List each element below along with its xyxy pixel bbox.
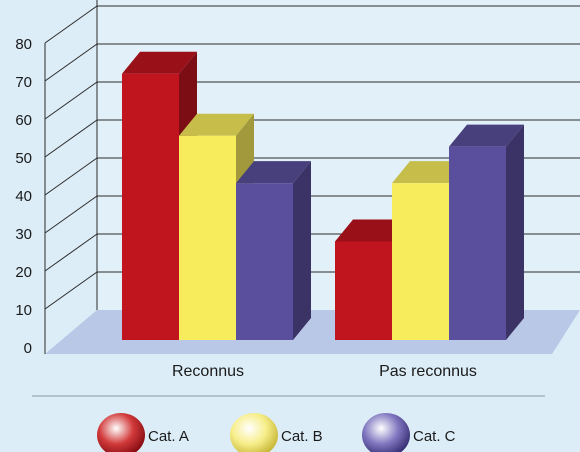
- legend: Cat. A Cat. B Cat. C: [97, 413, 456, 452]
- bar-front: [179, 135, 236, 340]
- y-tick-label: 50: [15, 150, 32, 167]
- bar-top: [236, 161, 311, 184]
- gridline: [44, 271, 98, 310]
- gridline: [44, 157, 98, 196]
- legend-item: Cat. A: [97, 413, 189, 452]
- bar: [236, 161, 311, 340]
- bar-top: [392, 161, 467, 184]
- y-tick-label: 70: [15, 74, 32, 91]
- bar-front: [335, 241, 392, 340]
- legend-label: Cat. C: [413, 428, 456, 445]
- legend-item: Cat. C: [362, 413, 456, 452]
- bar-front: [392, 183, 449, 340]
- bar-top: [449, 124, 524, 147]
- gridline: [44, 195, 98, 234]
- gridline: [44, 81, 98, 120]
- gridline: [44, 43, 98, 82]
- bar-front: [236, 183, 293, 340]
- bar-front: [122, 73, 179, 341]
- bar: [449, 124, 524, 340]
- legend-marker: [230, 413, 278, 452]
- y-tick-label: 80: [15, 36, 32, 53]
- y-axis-tick-labels: 0 10 20 30 40 50 60 70 80: [15, 36, 32, 357]
- bar-top: [179, 113, 254, 136]
- gridline: [44, 233, 98, 272]
- y-tick-label: 30: [15, 226, 32, 243]
- legend-marker: [97, 413, 145, 452]
- gridline: [44, 5, 98, 44]
- y-tick-label: 10: [15, 302, 32, 319]
- y-tick-label: 60: [15, 112, 32, 129]
- gridline: [44, 119, 98, 158]
- legend-label: Cat. B: [281, 428, 323, 445]
- bar-top: [335, 219, 410, 242]
- legend-marker: [362, 413, 410, 452]
- x-category-label: Pas reconnus: [379, 363, 477, 380]
- legend-label: Cat. A: [148, 428, 189, 445]
- y-tick-label: 20: [15, 264, 32, 281]
- x-axis-category-labels: Reconnus Pas reconnus: [172, 363, 477, 380]
- bars: [122, 51, 524, 341]
- x-category-label: Reconnus: [172, 363, 244, 380]
- y-tick-label: 40: [15, 188, 32, 205]
- y-tick-label: 0: [24, 340, 32, 357]
- bar-front: [449, 146, 506, 340]
- legend-item: Cat. B: [230, 413, 323, 452]
- bar-top: [122, 51, 197, 74]
- bar-side: [506, 124, 524, 340]
- bar-side: [293, 161, 311, 340]
